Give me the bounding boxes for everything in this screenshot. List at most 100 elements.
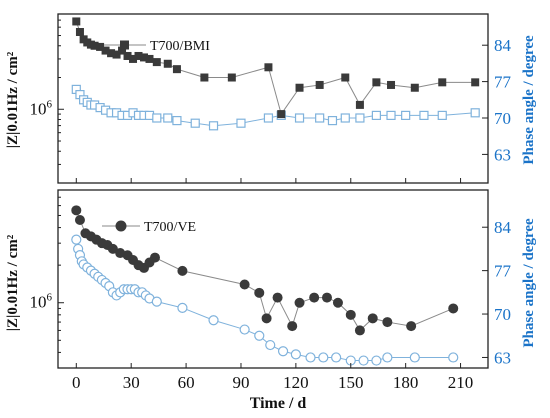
top-right-tick-label: 70 <box>494 109 511 128</box>
bottom-right-tick-label: 77 <box>494 262 512 281</box>
bottom-phase-point <box>277 346 289 357</box>
bottom-right-tick-label: 70 <box>494 305 511 324</box>
top-impedance-point <box>129 54 138 63</box>
bottom-impedance-point <box>309 292 320 303</box>
bottom-phase-point <box>382 352 393 363</box>
top-impedance-point <box>372 78 381 87</box>
top-impedance-point <box>123 51 132 60</box>
bottom-impedance-point <box>345 309 356 320</box>
top-impedance-point <box>438 78 447 87</box>
top-impedance-point <box>172 65 181 74</box>
bottom-impedance-point <box>382 317 393 328</box>
top-right-tick-label: 77 <box>494 73 512 92</box>
top-impedance-point <box>227 73 236 82</box>
bottom-phase-point <box>151 296 162 307</box>
top-phase-point <box>294 113 305 123</box>
bottom-phase-point <box>318 352 329 363</box>
bottom-impedance-point <box>74 215 85 226</box>
axes-frame: 0 30 60 90 120 150 180 210 <box>57 13 489 392</box>
bottom-phase-point <box>305 352 316 363</box>
top-impedance-point <box>96 42 105 51</box>
bottom-impedance-point <box>177 265 188 276</box>
bottom-impedance-point <box>354 325 365 336</box>
top-impedance-point <box>295 83 304 92</box>
top-left-tick-label: 106 <box>30 98 53 118</box>
top-impedance-point <box>264 63 273 72</box>
legend-top-label: T700/BMI <box>150 39 210 54</box>
top-phase-point <box>371 110 381 121</box>
bottom-phase-point <box>254 330 265 341</box>
bottom-phase-point <box>409 352 420 363</box>
bottom-panel-frame <box>57 189 489 369</box>
bottom-impedance-point <box>287 321 298 332</box>
bottom-impedance-point <box>239 279 250 290</box>
top-phase-point <box>327 115 338 126</box>
legend-bottom: T700/VE <box>102 220 196 235</box>
bottom-right-axis-label: Phase angle / degree <box>521 218 537 348</box>
bottom-phase-point <box>177 302 188 313</box>
legend-top: T700/BMI <box>104 39 210 54</box>
bottom-phase-point <box>71 234 82 245</box>
bottom-left-axis-label: |Z|0.01Hz / cm² <box>5 234 21 331</box>
top-panel: 106 63 70 77 84 <box>30 13 512 184</box>
top-impedance-point <box>134 51 143 60</box>
top-impedance-point <box>112 50 121 59</box>
bottom-phase-point <box>371 355 382 366</box>
top-phase-point <box>340 113 350 123</box>
bottom-impedance-point <box>254 287 265 298</box>
x-tick-label: 60 <box>178 373 195 392</box>
x-tick-label: 150 <box>338 373 364 392</box>
top-phase-point <box>315 113 325 123</box>
bottom-impedance-point <box>149 252 160 263</box>
bottom-impedance-point <box>272 292 283 303</box>
top-phase-point <box>470 108 480 118</box>
top-impedance-point <box>163 59 172 68</box>
bottom-phase-point <box>331 352 342 363</box>
top-phase-point <box>419 110 429 121</box>
top-phase-point <box>190 118 200 128</box>
bottom-phase-point <box>265 339 276 351</box>
top-impedance-point <box>315 80 324 89</box>
bottom-right-tick-label: 84 <box>494 218 512 237</box>
bottom-impedance-point <box>261 313 272 324</box>
x-tick-label: 120 <box>283 373 309 392</box>
top-phase-point <box>172 115 182 126</box>
top-impedance-point <box>410 83 419 92</box>
legend-top-marker <box>120 40 129 50</box>
top-right-tick-label: 63 <box>494 145 511 164</box>
bottom-impedance-line <box>75 210 454 332</box>
legend-bottom-marker <box>115 220 127 232</box>
top-phase-point <box>263 113 274 123</box>
top-impedance-point <box>152 58 161 67</box>
top-impedance-point <box>118 46 127 55</box>
bottom-impedance-point <box>294 297 305 308</box>
legend-bottom-label: T700/VE <box>144 220 196 235</box>
x-tick-label: 180 <box>393 373 419 392</box>
top-impedance-point <box>200 73 209 82</box>
top-impedance-point <box>341 73 350 82</box>
top-left-axis-label: |Z|0.01Hz / cm² <box>5 51 21 148</box>
bottom-phase-point <box>290 349 301 360</box>
bottom-phase-point <box>448 352 459 363</box>
x-tick-label: 0 <box>72 373 81 392</box>
top-impedance-line <box>75 21 476 116</box>
bottom-phase-point <box>239 324 250 335</box>
top-right-axis-label: Phase angle / degree <box>521 35 537 165</box>
bottom-impedance-point <box>367 313 378 324</box>
top-right-tick-label: 84 <box>494 36 512 55</box>
bottom-impedance-point <box>71 205 82 216</box>
top-phase-point <box>437 110 447 121</box>
top-impedance-point <box>471 78 480 87</box>
top-panel-frame <box>57 13 489 184</box>
top-impedance-point <box>90 41 99 50</box>
bottom-phase-point <box>208 315 219 326</box>
bottom-impedance-point <box>332 297 343 308</box>
top-impedance-point <box>140 53 148 62</box>
top-impedance-point <box>101 46 110 55</box>
bottom-left-tick-label: 106 <box>30 292 53 312</box>
x-tick-label: 210 <box>448 373 474 392</box>
bottom-impedance-point <box>321 292 332 303</box>
top-impedance-point <box>355 100 364 109</box>
top-impedance-point <box>72 17 81 26</box>
